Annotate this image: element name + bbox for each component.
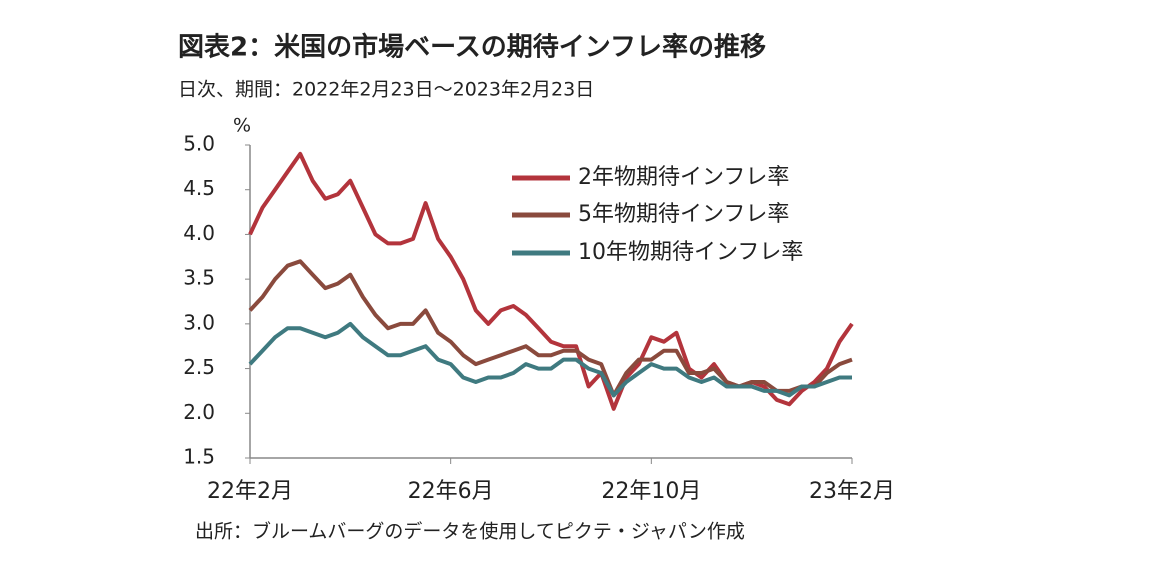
y-axis-label: % bbox=[233, 115, 251, 137]
y-tick-label: 4.5 bbox=[183, 176, 215, 200]
chart-subtitle: 日次、期間：2022年2月23日～2023年2月23日 bbox=[178, 79, 594, 101]
legend-label: 2年物期待インフレ率 bbox=[578, 165, 789, 190]
line-series bbox=[248, 259, 853, 398]
y-tick-label: 3.0 bbox=[183, 310, 215, 334]
legend-label: 5年物期待インフレ率 bbox=[578, 202, 789, 227]
legend-label: 10年物期待インフレ率 bbox=[578, 240, 803, 265]
line-series bbox=[248, 321, 852, 398]
x-tick-label: 22年2月 bbox=[207, 479, 293, 504]
y-tick-label: 5.0 bbox=[183, 132, 215, 156]
y-tick-label: 1.5 bbox=[183, 445, 215, 469]
y-tick-label: 3.5 bbox=[183, 266, 215, 290]
y-tick-label: 2.5 bbox=[183, 355, 215, 379]
y-tick-label: 2.0 bbox=[183, 400, 215, 424]
chart-title: 図表2：米国の市場ベースの期待インフレ率の推移 bbox=[178, 32, 766, 63]
x-tick-label: 22年10月 bbox=[601, 479, 701, 504]
x-tick-label: 22年6月 bbox=[408, 479, 494, 504]
y-tick-label: 4.0 bbox=[183, 221, 215, 245]
source-note: 出所：ブルームバーグのデータを使用してピクテ・ジャパン作成 bbox=[195, 520, 745, 543]
x-tick-label: 23年2月 bbox=[809, 479, 895, 504]
